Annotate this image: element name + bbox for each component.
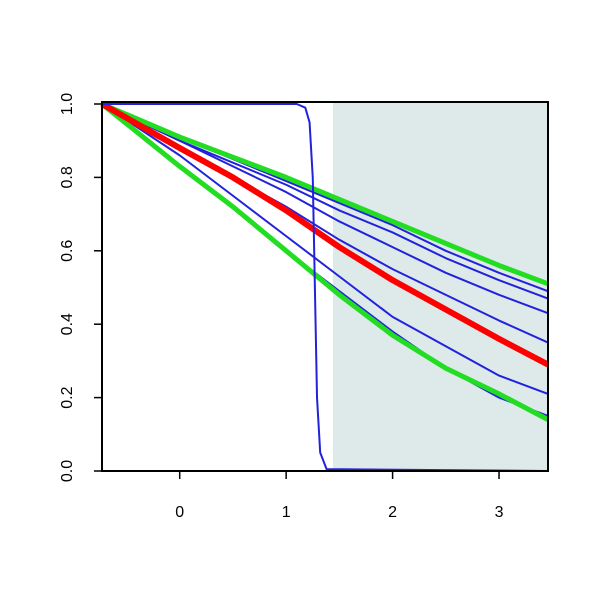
x-tick-label: 3 — [495, 504, 504, 521]
x-tick-label: 0 — [175, 504, 184, 521]
x-tick-label: 1 — [282, 504, 291, 521]
y-tick-label: 0.2 — [59, 386, 76, 408]
x-tick-label: 2 — [388, 504, 397, 521]
line — [101, 101, 549, 287]
plot-box — [101, 101, 549, 472]
line — [101, 103, 549, 300]
y-tick-label: 0.0 — [59, 460, 76, 482]
y-tick-label: 0.8 — [59, 166, 76, 188]
line — [102, 103, 549, 472]
y-tick-label: 0.6 — [59, 240, 76, 262]
line — [100, 101, 550, 368]
line — [101, 103, 549, 315]
line — [100, 102, 550, 422]
y-tick-label: 1.0 — [59, 93, 76, 115]
y-tick-label: 0.4 — [59, 313, 76, 335]
line — [101, 103, 549, 395]
shaded-region — [332, 102, 548, 471]
